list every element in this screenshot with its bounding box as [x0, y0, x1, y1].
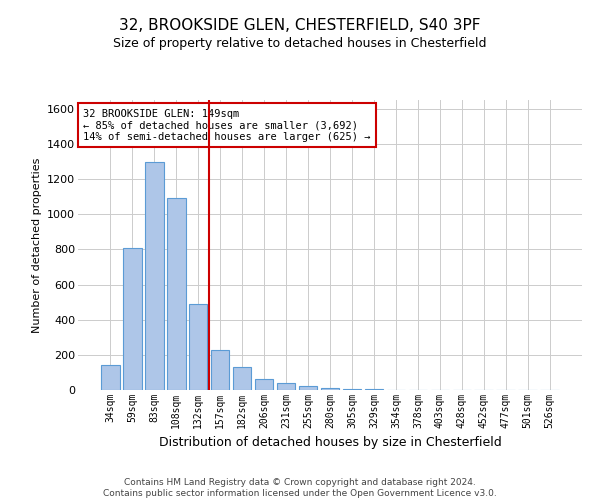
Bar [299, 386, 317, 390]
Bar [233, 367, 251, 390]
X-axis label: Distribution of detached houses by size in Chesterfield: Distribution of detached houses by size … [158, 436, 502, 450]
Y-axis label: Number of detached properties: Number of detached properties [32, 158, 41, 332]
Text: 32 BROOKSIDE GLEN: 149sqm
← 85% of detached houses are smaller (3,692)
14% of se: 32 BROOKSIDE GLEN: 149sqm ← 85% of detac… [83, 108, 371, 142]
Bar [255, 378, 274, 390]
Text: 32, BROOKSIDE GLEN, CHESTERFIELD, S40 3PF: 32, BROOKSIDE GLEN, CHESTERFIELD, S40 3P… [119, 18, 481, 32]
Bar [211, 350, 229, 390]
Bar [101, 366, 119, 390]
Bar [167, 198, 185, 390]
Bar [123, 248, 142, 390]
Bar [189, 304, 208, 390]
Bar [277, 384, 295, 390]
Bar [343, 389, 361, 390]
Bar [145, 162, 164, 390]
Text: Contains HM Land Registry data © Crown copyright and database right 2024.
Contai: Contains HM Land Registry data © Crown c… [103, 478, 497, 498]
Text: Size of property relative to detached houses in Chesterfield: Size of property relative to detached ho… [113, 38, 487, 51]
Bar [320, 388, 340, 390]
